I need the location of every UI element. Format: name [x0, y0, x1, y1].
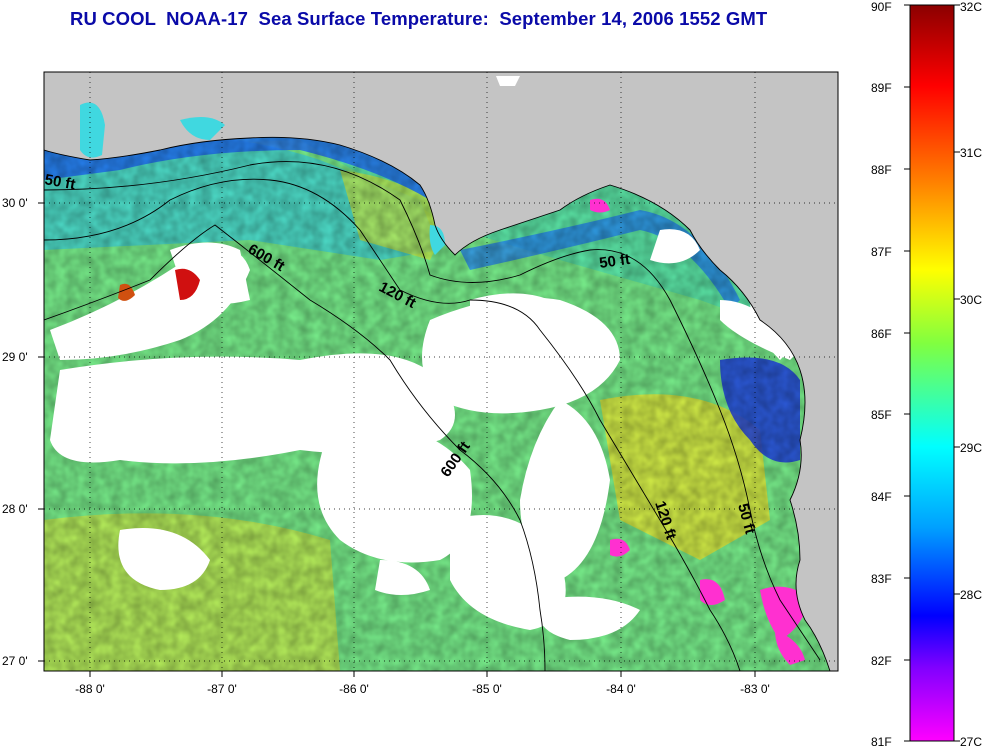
colorbar-f-label: 87F: [871, 245, 892, 259]
coastline: [44, 136, 831, 671]
isobath-120ft: [44, 178, 741, 671]
lon-tick-label: -84 0': [606, 682, 636, 696]
lon-tick-label: -83 0': [740, 682, 770, 696]
colorbar-c-label: 27C: [960, 735, 982, 749]
lon-tick-label: -87 0': [207, 682, 237, 696]
colorbar: 90F 89F 88F 87F 86F 85F 84F 83F 82F 81F …: [871, 0, 982, 749]
colorbar-f-labels: 90F 89F 88F 87F 86F 85F 84F 83F 82F 81F: [871, 0, 892, 749]
colorbar-ticks: [904, 4, 960, 742]
colorbar-f-label: 82F: [871, 654, 892, 668]
lon-tick-labels: -88 0' -87 0' -86 0' -85 0' -84 0' -83 0…: [75, 682, 770, 696]
lat-tick-label: 27 0': [2, 654, 28, 668]
isobath-label-50ft-west: 50 ft: [43, 171, 76, 193]
colorbar-c-label: 32C: [960, 0, 982, 14]
colorbar-c-label: 29C: [960, 441, 982, 455]
lon-tick-label: -85 0': [472, 682, 502, 696]
lat-tick-label: 30 0': [2, 196, 28, 210]
colorbar-c-label: 28C: [960, 588, 982, 602]
lon-tick-label: -88 0': [75, 682, 105, 696]
colorbar-c-labels: 32C 31C 30C 29C 28C 27C: [960, 0, 982, 749]
colorbar-c-label: 30C: [960, 293, 982, 307]
land-mass: [44, 72, 838, 671]
colorbar-f-label: 88F: [871, 163, 892, 177]
colorbar-c-label: 31C: [960, 146, 982, 160]
colorbar-f-label: 89F: [871, 81, 892, 95]
lat-tick-label: 28 0': [2, 502, 28, 516]
colorbar-f-label: 86F: [871, 327, 892, 341]
axis-ticks: [38, 202, 756, 677]
colorbar-frame: [909, 4, 955, 742]
lat-tick-label: 29 0': [2, 350, 28, 364]
isobath-50ft: [44, 161, 821, 661]
map-area: [44, 72, 838, 671]
inland-cloud: [496, 76, 520, 86]
colorbar-f-label: 83F: [871, 572, 892, 586]
map-frame: [43, 71, 839, 672]
cloud-cover: [50, 229, 800, 640]
lon-tick-label: -86 0': [339, 682, 369, 696]
isobath-lines: [44, 161, 821, 671]
colorbar-f-label: 90F: [871, 0, 892, 14]
bays: [80, 102, 445, 255]
page-title: RU COOL NOAA-17 Sea Surface Temperature:…: [70, 8, 768, 29]
isobath-label-50ft-east: 50 ft: [598, 251, 631, 272]
isobath-600ft: [44, 224, 546, 671]
colorbar-gradient: [910, 5, 954, 741]
colorbar-f-label: 84F: [871, 490, 892, 504]
lat-tick-labels: 30 0' 29 0' 28 0' 27 0': [2, 196, 28, 668]
colorbar-f-label: 85F: [871, 408, 892, 422]
colorbar-f-label: 81F: [871, 735, 892, 749]
